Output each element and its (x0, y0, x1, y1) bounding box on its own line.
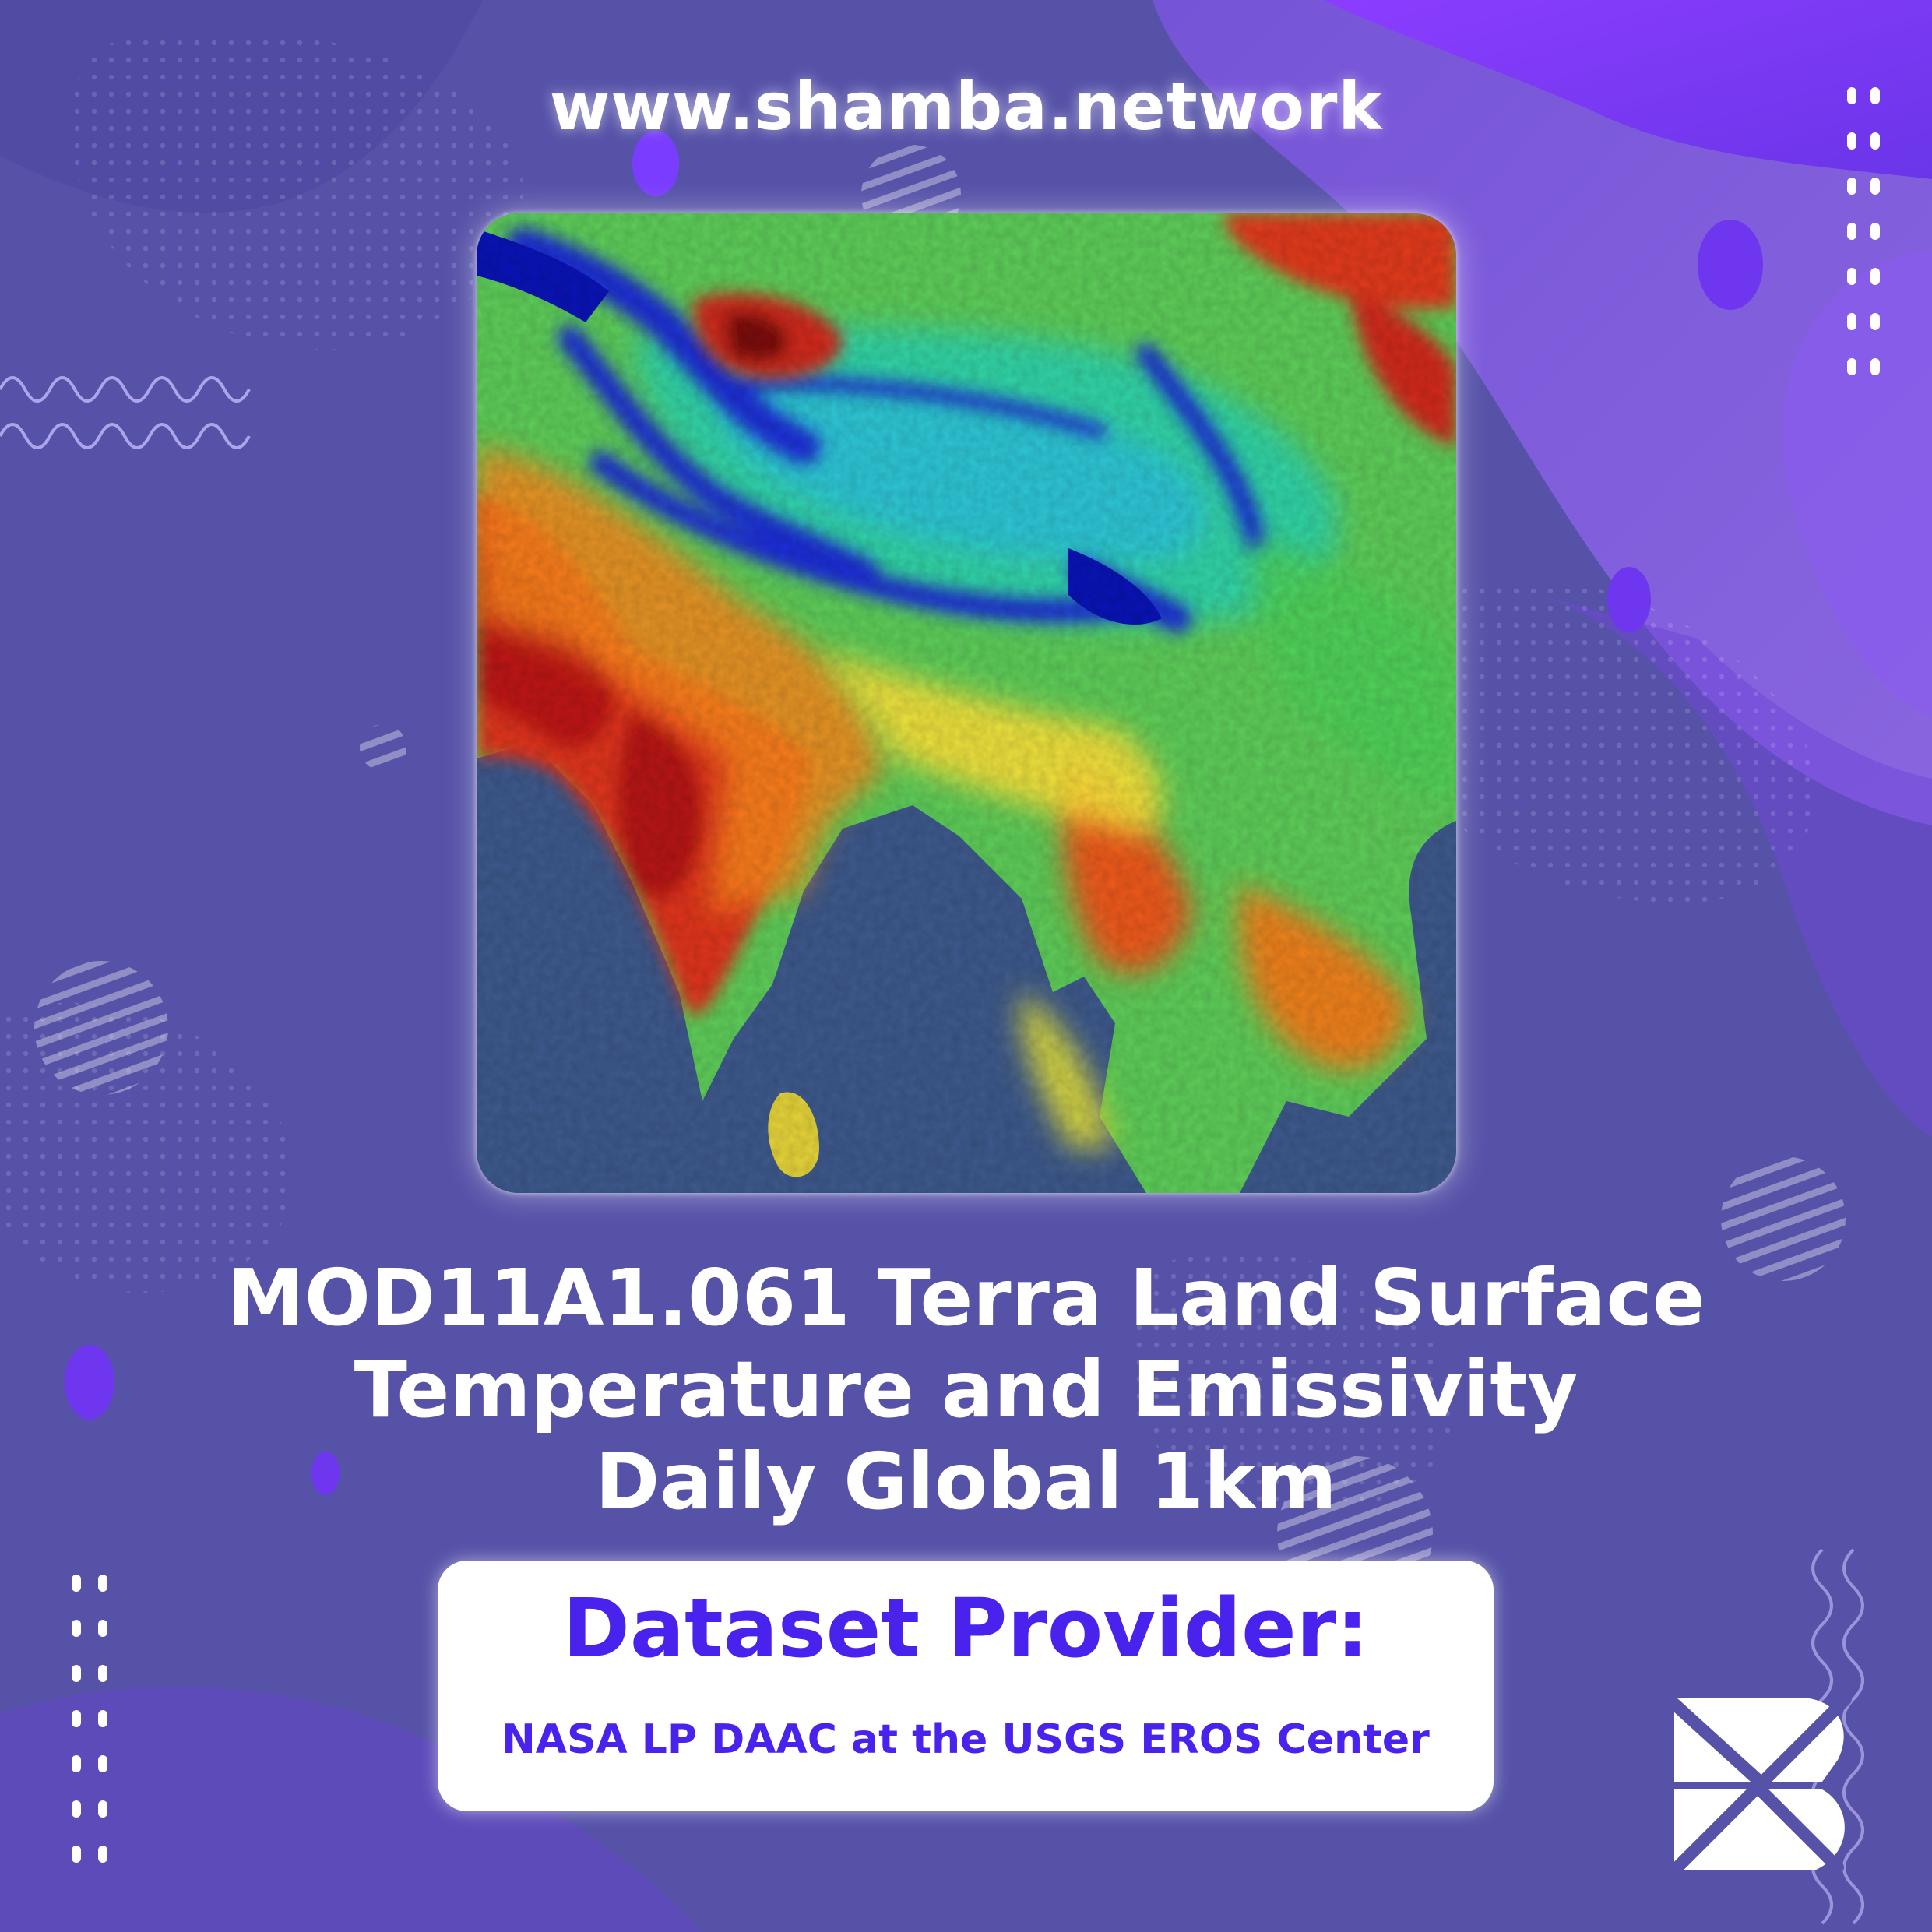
temperature-map-image (477, 213, 1456, 1193)
provider-card: Dataset Provider: NASA LP DAAC at the US… (438, 1561, 1494, 1811)
provider-name: NASA LP DAAC at the USGS EROS Center (501, 1716, 1430, 1763)
land-surface-temperature-map-icon (477, 213, 1456, 1193)
title-line-2: Temperature and Emissivity (354, 1344, 1578, 1435)
shamba-logo-icon (1668, 1693, 1852, 1875)
provider-label: Dataset Provider: (562, 1581, 1369, 1676)
dataset-title: MOD11A1.061 Terra Land Surface Temperatu… (0, 1252, 1932, 1528)
title-line-1: MOD11A1.061 Terra Land Surface (227, 1252, 1705, 1343)
site-url[interactable]: www.shamba.network (549, 69, 1383, 145)
title-line-3: Daily Global 1km (595, 1436, 1337, 1527)
